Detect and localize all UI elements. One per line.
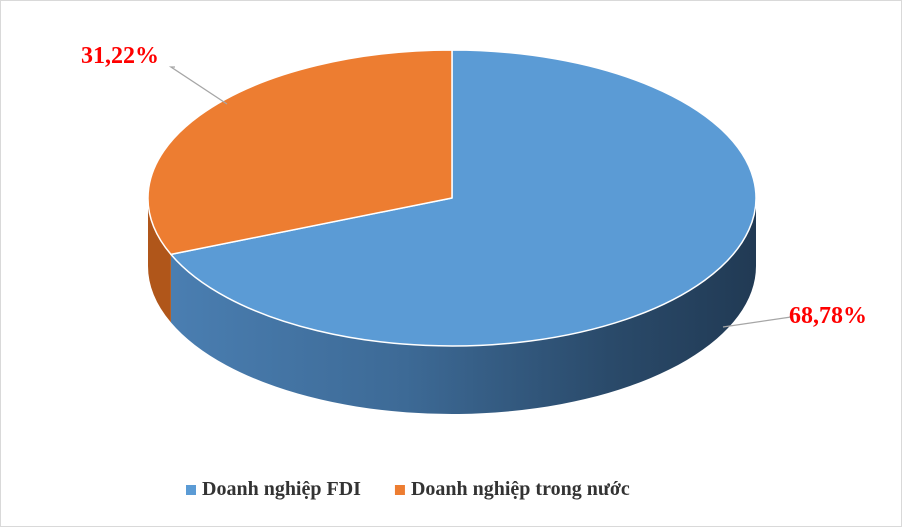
leader-line-doanh-nghiep-fdi xyxy=(722,316,792,328)
legend-label-doanh-nghiep-trong-nuoc: Doanh nghiệp trong nước xyxy=(411,478,630,500)
data-label-doanh-nghiep-fdi: 68,78% xyxy=(789,303,867,329)
pie-side-doanh-nghiep-trong-nuoc xyxy=(148,198,171,323)
pie-slice-doanh-nghiep-trong-nuoc[interactable] xyxy=(147,49,453,256)
pie-top-faces xyxy=(147,49,757,347)
legend: Doanh nghiệp FDI Doanh nghiệp trong nước xyxy=(186,478,630,500)
data-label-doanh-nghiep-trong-nuoc: 31,22% xyxy=(81,43,159,69)
pie-slice-doanh-nghiep-fdi[interactable] xyxy=(170,49,757,347)
legend-label-doanh-nghiep-fdi: Doanh nghiệp FDI xyxy=(202,478,361,500)
pie-side-doanh-nghiep-fdi xyxy=(170,198,757,414)
legend-swatch-doanh-nghiep-trong-nuoc xyxy=(394,485,405,495)
leader-line-doanh-nghiep-trong-nuoc xyxy=(168,66,228,105)
leader-lines xyxy=(168,66,792,328)
data-labels: 68,78% 31,22% xyxy=(81,43,867,329)
pie-side-walls xyxy=(148,198,757,414)
legend-swatch-doanh-nghiep-fdi xyxy=(186,485,196,495)
